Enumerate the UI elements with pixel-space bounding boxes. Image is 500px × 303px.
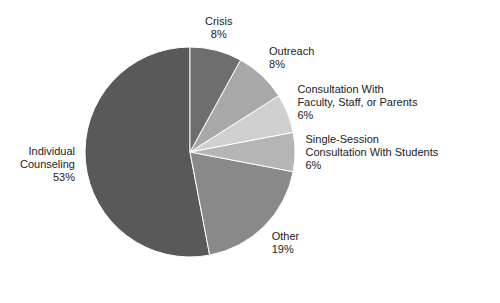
data-label: 8% (269, 58, 285, 70)
pie-slice (190, 47, 241, 152)
pie-chart: IndividualCounseling53% Other19% Single-Se… (0, 0, 500, 303)
slice-label: Single-SessionConsultation With Students… (306, 133, 439, 171)
chart-container: IndividualCounseling53% Other19% Single-Se… (0, 0, 500, 303)
category-label: Outreach (269, 45, 314, 57)
category-label: Consultation With Students (306, 146, 439, 158)
category-label: Consultation With (297, 83, 383, 95)
data-label: 6% (306, 159, 322, 171)
data-label: 19% (272, 243, 294, 255)
category-label: Single-Session (306, 133, 379, 145)
slice-label: IndividualCounseling53% (20, 145, 75, 183)
category-label: Faculty, Staff, or Parents (297, 96, 418, 108)
slice-label: Outreach8% (269, 45, 314, 70)
category-label: Individual (29, 145, 75, 157)
data-label: 8% (211, 28, 227, 40)
slice-label: Consultation WithFaculty, Staff, or Pare… (297, 83, 418, 121)
slice-label: Other19% (272, 230, 300, 255)
category-label: Other (272, 230, 300, 242)
labels: IndividualCounseling53% Other19% Single-Se… (20, 15, 439, 255)
data-label: 53% (53, 171, 75, 183)
slice-label: Crisis8% (205, 15, 233, 40)
category-label: Crisis (205, 15, 233, 27)
slices (85, 47, 295, 257)
data-label: 6% (297, 109, 313, 121)
category-label: Counseling (20, 158, 75, 170)
